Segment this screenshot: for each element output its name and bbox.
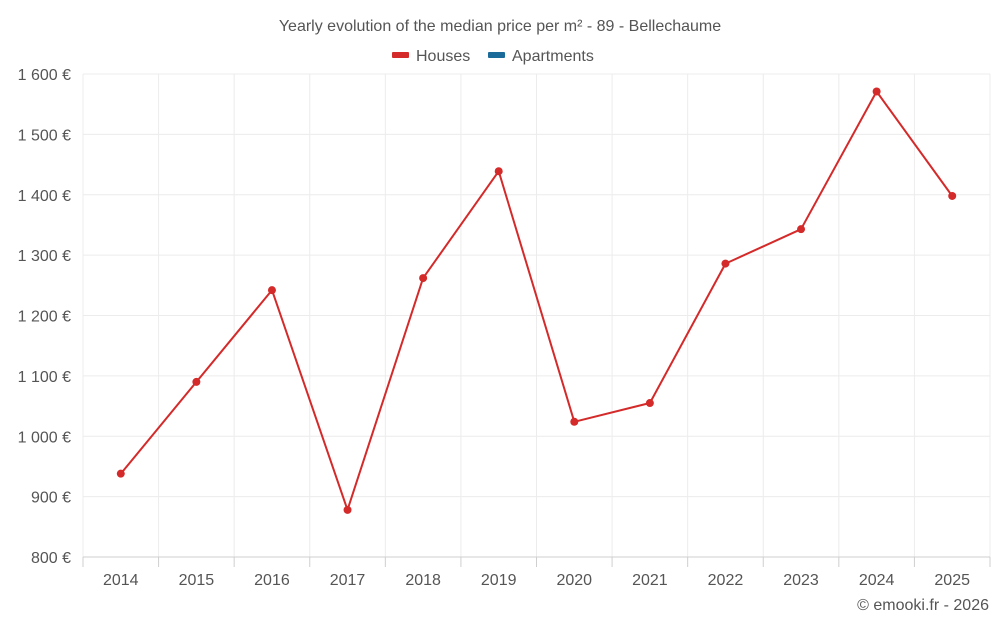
data-point-houses-2016[interactable] [267,286,276,295]
x-tick-label-2016: 2016 [254,572,290,589]
data-point-houses-2014[interactable] [116,469,125,478]
y-tick-label-1600: 1 600 € [18,67,71,84]
chart-title: Yearly evolution of the median price per… [279,18,721,35]
x-tick-label-2025: 2025 [934,572,970,589]
y-tick-label-1500: 1 500 € [18,127,71,144]
y-tick-label-900: 900 € [31,490,71,507]
gridlines [82,73,991,557]
y-tick-label-800: 800 € [31,550,71,567]
x-tick-label-2023: 2023 [783,572,819,589]
data-point-houses-2017[interactable] [343,505,352,514]
data-point-houses-2019[interactable] [494,167,503,176]
data-point-houses-2020[interactable] [570,417,579,426]
data-point-houses-2018[interactable] [419,274,428,283]
x-tick-label-2024: 2024 [859,572,895,589]
x-tick-label-2018: 2018 [405,572,441,589]
data-point-houses-2015[interactable] [192,377,201,386]
y-tick-label-1200: 1 200 € [18,309,71,326]
data-point-houses-2024[interactable] [872,87,881,96]
y-tick-label-1000: 1 000 € [18,429,71,446]
legend-label-houses: Houses [416,48,470,65]
x-axis-ticks: 2014 2015 2016 2017 2018 2019 2020 2021 2022 2023… [103,572,970,589]
legend-swatch-apartments [488,52,505,58]
legend-item-apartments[interactable]: Apartments [488,48,594,65]
legend-swatch-houses [392,52,409,58]
x-tick-label-2021: 2021 [632,572,668,589]
legend-item-houses[interactable]: Houses [392,48,470,65]
x-tick-label-2020: 2020 [556,572,592,589]
x-tick-label-2014: 2014 [103,572,139,589]
x-tick-label-2017: 2017 [330,572,366,589]
axes [82,556,991,567]
y-tick-label-1400: 1 400 € [18,188,71,205]
data-point-houses-2021[interactable] [645,399,654,408]
legend-label-apartments: Apartments [512,48,594,65]
x-tick-label-2019: 2019 [481,572,517,589]
y-tick-label-1300: 1 300 € [18,248,71,265]
y-tick-label-1100: 1 100 € [18,369,71,386]
x-tick-label-2022: 2022 [708,572,744,589]
y-axis-ticks: 800 € 900 € 1 000 € 1 100 € 1 200 € 1 300 € 1 … [18,67,71,567]
data-point-houses-2022[interactable] [721,259,730,268]
legend: Houses Apartments [392,48,594,65]
data-point-houses-2023[interactable] [797,225,806,234]
series-line-houses [120,90,954,511]
series-houses [116,87,957,514]
x-tick-label-2015: 2015 [179,572,215,589]
credit-text: © emooki.fr - 2026 [857,597,989,614]
data-point-houses-2025[interactable] [948,191,957,200]
